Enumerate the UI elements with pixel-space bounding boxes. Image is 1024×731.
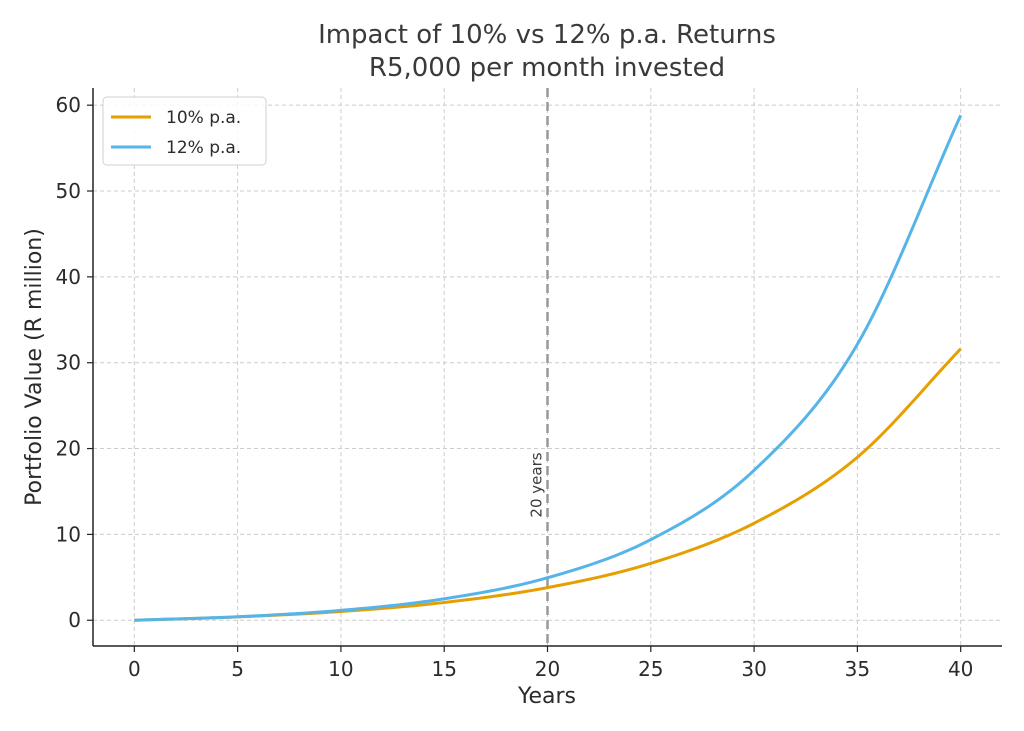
x-tick-label: 20	[535, 657, 560, 681]
y-tick-label: 40	[56, 265, 81, 289]
x-tick-label: 25	[638, 657, 663, 681]
x-tick-label: 10	[328, 657, 353, 681]
chart-subtitle: R5,000 per month invested	[369, 53, 725, 83]
y-tick-label: 0	[68, 608, 81, 632]
axes	[92, 88, 1002, 647]
legend: 10% p.a. 12% p.a.	[102, 96, 267, 166]
annotation-vline: 20 years	[528, 88, 549, 646]
y-tick-label: 60	[56, 93, 81, 117]
chart-title: Impact of 10% vs 12% p.a. Returns	[318, 20, 776, 50]
y-tick-label: 50	[56, 179, 81, 203]
x-tick-label: 40	[948, 657, 973, 681]
vline-label: 20 years	[528, 452, 546, 517]
x-tick-label: 15	[431, 657, 456, 681]
x-axis-label: Years	[517, 684, 576, 709]
x-axis-ticks: 0 5 10 15 20 25 30 35 40	[128, 646, 973, 681]
series-line-12pct	[134, 114, 963, 622]
y-tick-label: 20	[56, 437, 81, 461]
y-tick-label: 30	[56, 351, 81, 375]
y-axis-ticks: 0 10 20 30 40 50 60	[56, 93, 93, 632]
x-tick-label: 35	[845, 657, 870, 681]
y-tick-label: 10	[56, 522, 81, 546]
legend-label: 10% p.a.	[166, 108, 241, 128]
series-lines	[134, 114, 963, 622]
x-tick-label: 30	[741, 657, 766, 681]
x-tick-label: 5	[231, 657, 244, 681]
x-tick-label: 0	[128, 657, 141, 681]
gridlines	[93, 88, 1002, 646]
legend-label: 12% p.a.	[166, 138, 241, 158]
y-axis-label: Portfolio Value (R million)	[22, 228, 47, 506]
